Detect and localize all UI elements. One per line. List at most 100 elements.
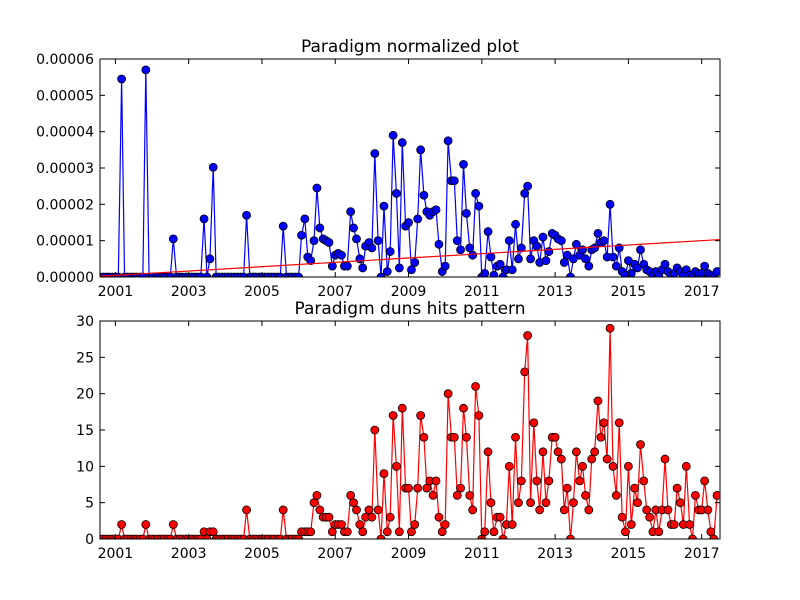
data-point (416, 411, 426, 420)
data-point (437, 527, 447, 537)
data-point (462, 432, 471, 442)
x-tick-label: 2013 (537, 546, 573, 562)
data-point (669, 520, 679, 529)
data-point (480, 268, 490, 277)
data-point (636, 440, 645, 449)
data-point (404, 483, 413, 493)
axes-frame (99, 58, 721, 278)
data-point (168, 234, 178, 244)
data-point (617, 512, 627, 522)
data-point (404, 218, 413, 227)
x-tick-label: 2001 (98, 284, 134, 300)
data-point (434, 239, 444, 249)
data-point (654, 527, 664, 537)
data-point (367, 243, 377, 253)
data-point (373, 236, 383, 246)
data-point (504, 461, 514, 471)
y-tick-label: 0.00000 (36, 270, 94, 286)
data-point (352, 234, 361, 244)
data-point (452, 490, 462, 500)
x-tick-label: 2007 (317, 546, 353, 562)
data-point (312, 490, 322, 500)
data-point (489, 527, 499, 537)
data-point (141, 65, 151, 75)
data-point (392, 461, 401, 471)
data-point (440, 261, 450, 271)
y-tick-label: 0.00003 (36, 161, 94, 177)
x-tick-label: 2005 (244, 546, 280, 562)
data-point (306, 256, 316, 266)
data-point (419, 190, 429, 200)
data-point (498, 534, 508, 539)
data-point (523, 331, 533, 340)
data-point (544, 476, 554, 486)
data-point (431, 205, 441, 215)
data-point (242, 505, 251, 515)
data-point (370, 425, 380, 435)
data-point (575, 476, 585, 486)
data-point (553, 447, 563, 457)
data-point (559, 505, 569, 515)
data-point (712, 491, 720, 500)
x-tick-label: 2011 (464, 546, 500, 562)
data-point (514, 498, 523, 508)
data-point (626, 520, 636, 529)
data-point (599, 236, 609, 246)
data-point (416, 145, 426, 155)
data-point (465, 243, 475, 253)
data-point (587, 454, 597, 464)
y-tick-label: 5 (85, 496, 94, 512)
data-point (382, 527, 392, 537)
data-point (117, 74, 127, 84)
data-point (428, 490, 438, 500)
data-point (520, 367, 530, 377)
data-point (388, 130, 398, 140)
data-point (449, 432, 459, 442)
data-point (168, 520, 178, 529)
data-point (242, 210, 251, 220)
axes-frame (99, 320, 721, 540)
data-point (342, 261, 352, 271)
data-point (324, 238, 334, 247)
data-point (342, 527, 352, 537)
data-point (312, 183, 322, 193)
data-point (205, 254, 215, 264)
data-point (327, 261, 337, 271)
data-point (630, 483, 640, 493)
data-point (459, 403, 468, 413)
data-point (306, 527, 316, 537)
data-point (410, 520, 420, 529)
data-point (520, 189, 530, 198)
data-point (636, 245, 645, 255)
data-point (645, 512, 655, 522)
x-tick-label: 2011 (464, 284, 500, 300)
data-point (703, 505, 713, 515)
data-point (529, 418, 539, 428)
y-tick-label: 0.00001 (36, 234, 94, 250)
data-point (346, 207, 356, 217)
data-point (459, 159, 468, 169)
x-tick-label: 2013 (537, 284, 573, 300)
data-point (471, 189, 480, 198)
data-point (660, 259, 670, 269)
data-point (700, 476, 710, 486)
x-tick-label: 2017 (684, 284, 720, 300)
x-tick-label: 2015 (611, 284, 647, 300)
data-point (358, 263, 368, 273)
data-point (483, 447, 493, 457)
data-point (691, 490, 700, 500)
data-point (434, 512, 444, 522)
data-point (566, 272, 575, 277)
data-point (526, 254, 535, 264)
data-point (364, 505, 374, 515)
data-point (443, 389, 453, 399)
data-point (556, 454, 566, 464)
data-point (556, 236, 566, 246)
data-point (419, 432, 429, 442)
data-point (489, 270, 499, 277)
data-point (681, 461, 691, 471)
data-point (413, 483, 423, 493)
data-point (397, 138, 407, 147)
data-point (498, 272, 508, 277)
